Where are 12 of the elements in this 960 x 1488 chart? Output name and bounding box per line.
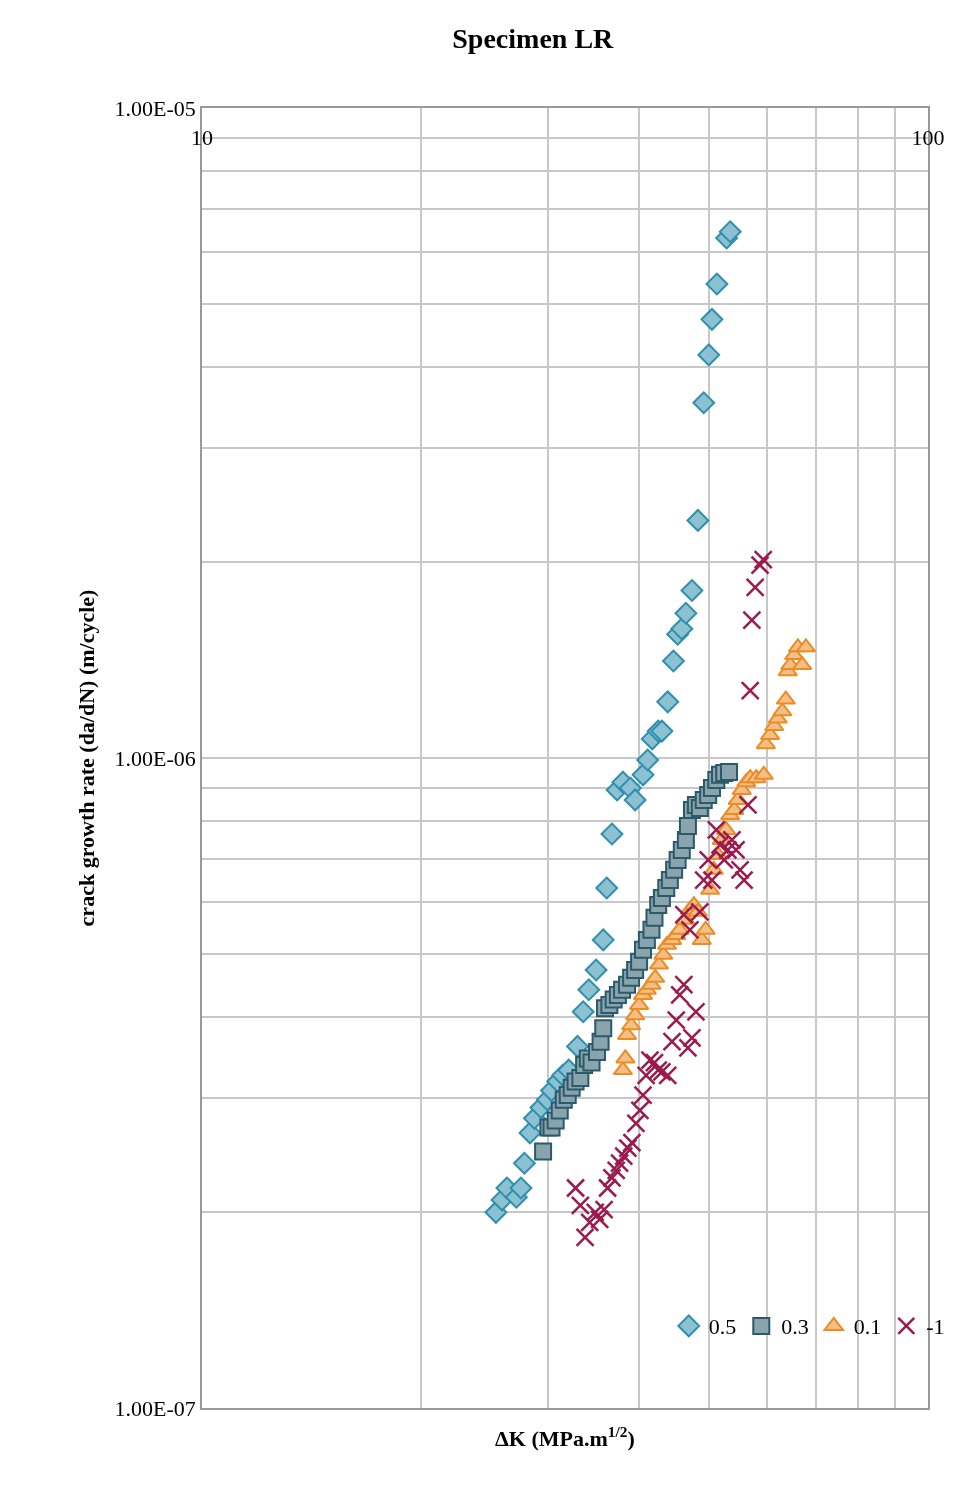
y-tick-label: 1.00E-07 (114, 1395, 196, 1421)
x-tick-label: 100 (911, 125, 945, 151)
legend-label: -1 (926, 1314, 945, 1340)
legend-label: 0.5 (708, 1314, 737, 1340)
chart-title: Specimen LR (452, 22, 615, 54)
y-tick-label: 1.00E-05 (114, 95, 196, 121)
y-tick-label: 1.00E-06 (114, 745, 196, 771)
x-tick-label: 10 (191, 125, 213, 151)
legend-label: 0.1 (853, 1314, 882, 1340)
y-axis-title: crack growth rate (da/dN) (m/cycle) (73, 589, 99, 927)
legend-label: 0.3 (781, 1314, 809, 1340)
x-axis-title: ΔK (MPa.m$^{1/2}$) (495, 1423, 635, 1452)
